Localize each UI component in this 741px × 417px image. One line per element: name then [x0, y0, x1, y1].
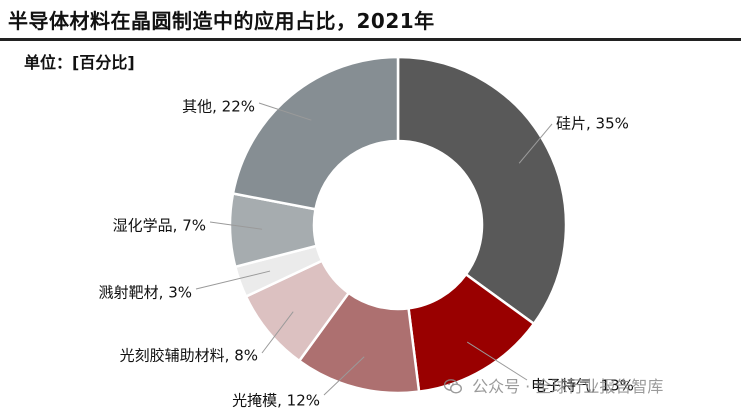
- leader-line-光掩模: [323, 356, 365, 396]
- leader-line-电子特气: [466, 341, 528, 381]
- leader-line-硅片: [518, 123, 553, 164]
- slice-label-光刻胶辅助材料: 光刻胶辅助材料, 8%: [120, 347, 258, 365]
- slice-其他: [231, 55, 400, 211]
- leader-line-其他: [258, 102, 312, 121]
- slice-label-溅射靶材: 溅射靶材, 3%: [99, 284, 192, 302]
- slice-label-湿化学品: 湿化学品, 7%: [113, 217, 206, 235]
- slice-label-其他: 其他, 22%: [182, 98, 255, 116]
- slice-label-硅片: 硅片, 35%: [556, 115, 629, 133]
- chart-title: 半导体材料在晶圆制造中的应用占比，2021年: [8, 9, 435, 33]
- slice-label-电子特气: 电子特气, 13%: [531, 377, 634, 395]
- unit-label: 单位：[百分比]: [24, 53, 135, 72]
- leader-line-溅射靶材: [195, 270, 271, 290]
- watermark: 公众号 · 全球行业报告智库: [444, 373, 663, 397]
- leader-line-湿化学品: [209, 221, 263, 230]
- wechat-icon: [444, 379, 462, 394]
- title-divider: [0, 38, 741, 41]
- slice-硅片: [396, 55, 568, 326]
- leader-line-光刻胶辅助材料: [261, 311, 294, 354]
- watermark-text: 公众号 · 全球行业报告智库: [472, 377, 664, 396]
- slice-label-光掩模: 光掩模, 12%: [232, 392, 320, 410]
